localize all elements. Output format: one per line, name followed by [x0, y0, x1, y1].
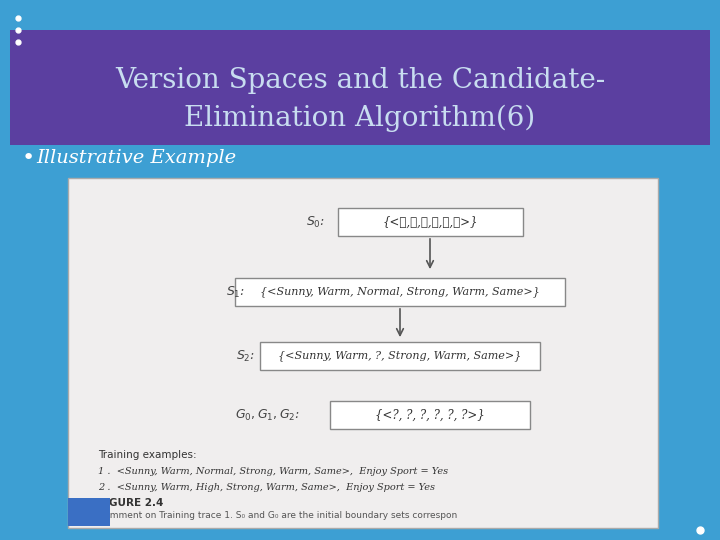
Text: 2 .  <Sunny, Warm, High, Strong, Warm, Same>,  Enjoy Sport = Yes: 2 . <Sunny, Warm, High, Strong, Warm, Sa…: [98, 483, 435, 491]
Text: Version Spaces and the Candidate-: Version Spaces and the Candidate-: [115, 66, 605, 93]
FancyBboxPatch shape: [338, 208, 523, 236]
Text: Training examples:: Training examples:: [98, 450, 197, 460]
Text: $S_2$:: $S_2$:: [235, 348, 255, 363]
Text: {<?, ?, ?, ?, ?, ?>}: {<?, ?, ?, ?, ?, ?>}: [375, 408, 485, 422]
Text: 1 .  <Sunny, Warm, Normal, Strong, Warm, Same>,  Enjoy Sport = Yes: 1 . <Sunny, Warm, Normal, Strong, Warm, …: [98, 468, 448, 476]
Text: •: •: [22, 148, 35, 168]
FancyBboxPatch shape: [235, 278, 565, 306]
FancyBboxPatch shape: [10, 30, 710, 145]
Text: Elimination Algorithm(6): Elimination Algorithm(6): [184, 104, 536, 132]
FancyBboxPatch shape: [68, 178, 658, 528]
Text: Illustrative Example: Illustrative Example: [36, 149, 236, 167]
Text: $S_1$:: $S_1$:: [226, 285, 245, 300]
FancyBboxPatch shape: [330, 401, 530, 429]
Text: $G_0, G_1, G_2$:: $G_0, G_1, G_2$:: [235, 408, 300, 422]
Text: {<∅,∅,∅,∅,∅,∅>}: {<∅,∅,∅,∅,∅,∅>}: [382, 215, 478, 228]
Text: Comment on Training trace 1. S₀ and G₀ are the initial boundary sets correspon: Comment on Training trace 1. S₀ and G₀ a…: [98, 511, 457, 521]
Text: {<Sunny, Warm, Normal, Strong, Warm, Same>}: {<Sunny, Warm, Normal, Strong, Warm, Sam…: [260, 287, 540, 298]
Text: $S_0$:: $S_0$:: [306, 214, 325, 230]
Text: FIGURE 2.4: FIGURE 2.4: [98, 498, 163, 508]
FancyBboxPatch shape: [68, 498, 110, 526]
Text: {<Sunny, Warm, ?, Strong, Warm, Same>}: {<Sunny, Warm, ?, Strong, Warm, Same>}: [279, 350, 522, 361]
FancyBboxPatch shape: [260, 342, 540, 370]
